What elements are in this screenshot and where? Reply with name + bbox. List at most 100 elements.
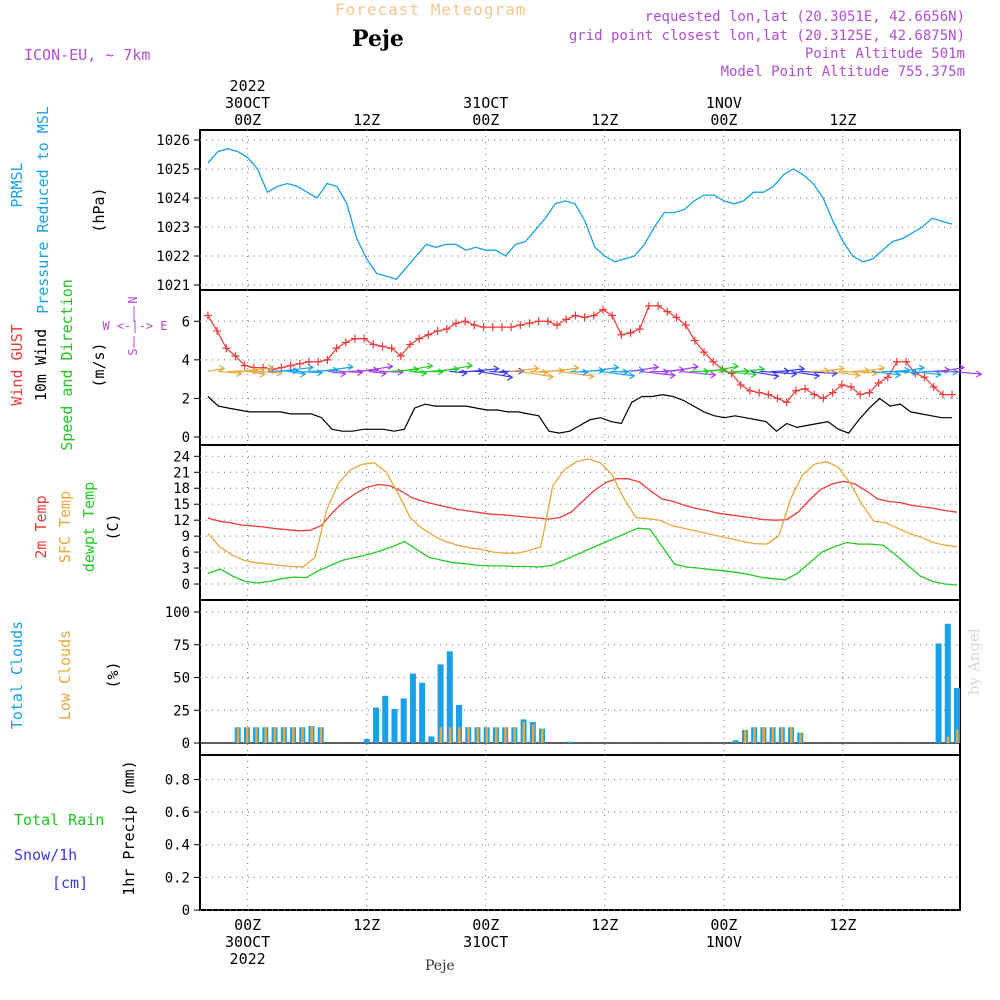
top-time-label: 00Z [472, 111, 499, 129]
wind-arrow-head [347, 363, 354, 371]
total-cloud-bar [954, 687, 961, 743]
wind-arrow [720, 370, 757, 376]
top-time-label: 30OCT [225, 94, 270, 112]
wind-arrow-head [958, 364, 966, 372]
bottom-time-label: 30OCT [225, 933, 270, 951]
low-cloud-bar [319, 727, 323, 743]
grid-coords: grid point closest lon,lat (20.3125E, 42… [568, 28, 965, 44]
wind-arrow [670, 366, 699, 373]
total-cloud-bar [400, 698, 407, 743]
y-tick-label: 1023 [156, 220, 190, 236]
low-cloud-bar [494, 727, 498, 743]
wind-arrow-head [638, 366, 646, 374]
wind-arrow [288, 370, 306, 375]
panels: 1021102210231024102510260246036912151821… [156, 129, 983, 919]
gust-marker [433, 326, 442, 335]
gust-marker [847, 382, 856, 391]
wind-arrow-head [703, 368, 710, 376]
wind-arrow [831, 370, 860, 376]
gust-marker [654, 301, 663, 310]
total-cloud-bar [437, 664, 444, 743]
wind-arrow-head [629, 372, 636, 380]
model-label: ICON-EU, ~ 7km [24, 46, 151, 64]
y-tick-label: 1022 [156, 249, 190, 265]
gust-marker [507, 323, 516, 332]
wind-arrow-head [871, 369, 879, 377]
gust-marker [470, 321, 479, 330]
y-tick-label: 1024 [156, 191, 190, 207]
snow-unit-label: [cm] [52, 874, 88, 892]
wind-arrow [439, 364, 473, 373]
wind-arrow-head [663, 368, 670, 376]
total-cloud-bar [935, 643, 942, 743]
y-tick-label: 1025 [156, 162, 190, 178]
wind-arrow-head [267, 364, 275, 372]
gust-marker [902, 357, 911, 366]
wind-arrow [911, 370, 941, 376]
y-tick-label: 15 [173, 497, 190, 513]
gust-marker [865, 388, 874, 397]
wind-arrow-head [387, 362, 394, 371]
total-cloud-bar [566, 741, 573, 743]
y-tick-label: 0.2 [165, 870, 190, 886]
wind-arrow [680, 370, 716, 376]
gust-marker [406, 340, 415, 349]
wind-arrow-head [813, 372, 821, 380]
gust-label: Wind GUST [8, 324, 26, 405]
gust-marker [442, 325, 451, 333]
gust-marker [773, 394, 782, 403]
gust-marker [580, 313, 589, 322]
low-cloud-bar [541, 728, 544, 743]
wind-arrow-head [582, 368, 589, 376]
gust-marker [497, 323, 506, 332]
compass-s: S [126, 348, 140, 355]
y-tick-label: 25 [173, 703, 190, 719]
wind-arrow [901, 367, 925, 373]
gust-marker [562, 315, 571, 324]
wind-arrow [630, 366, 659, 373]
low-cloud-bar [448, 727, 452, 743]
side-labels: PRMSL Pressure Reduced to MSL (hPa) Wind GU… [8, 106, 168, 896]
low-cloud-bar [485, 727, 489, 743]
gust-marker [240, 361, 249, 370]
wind-arrow-head [518, 367, 525, 375]
y-tick-label: 0 [182, 577, 190, 593]
y-tick-label: 0.4 [165, 838, 190, 854]
top-time-label: 12Z [829, 111, 856, 129]
wind-arrow [207, 367, 225, 373]
low-cloud-bar [780, 727, 784, 743]
low-cloud-bar [245, 727, 249, 743]
total-cloud-bar [382, 695, 389, 743]
wind-arrow [328, 370, 346, 375]
wind-arrow-head [478, 367, 485, 375]
requested-coords: requested lon,lat (20.3051E, 42.6656N) [644, 9, 965, 25]
low-cloud-bar [292, 727, 295, 743]
y-tick-label: 50 [173, 671, 190, 687]
gust-line [207, 305, 953, 404]
total-cloud-bar [428, 736, 435, 743]
wind-line [207, 393, 953, 434]
low-cloud-bar [522, 722, 526, 743]
gust-marker [626, 328, 635, 337]
wind-arrow [881, 370, 918, 374]
gust-marker [350, 334, 359, 343]
y-tick-label: 1021 [156, 278, 190, 294]
gust-marker [598, 305, 607, 314]
wind-arrow-head [588, 372, 595, 380]
wind10m-label: 10m Wind [32, 329, 50, 401]
wind-arrow-head [547, 373, 555, 381]
ms-label: (m/s) [90, 342, 108, 387]
gust-marker [360, 334, 369, 343]
gust-marker [764, 390, 773, 399]
wind-arrow-head [218, 364, 226, 372]
gust-marker [920, 373, 929, 382]
wind-arrow [519, 370, 554, 378]
low-cloud-bar [790, 727, 793, 743]
gust-marker [608, 311, 617, 320]
wind-arrow [489, 370, 508, 374]
footer-station: Peje [425, 958, 455, 974]
gust-marker [213, 326, 222, 335]
wind-arrow-head [533, 364, 540, 372]
wind-arrow [368, 370, 387, 375]
top-time-label: 31OCT [463, 94, 508, 112]
